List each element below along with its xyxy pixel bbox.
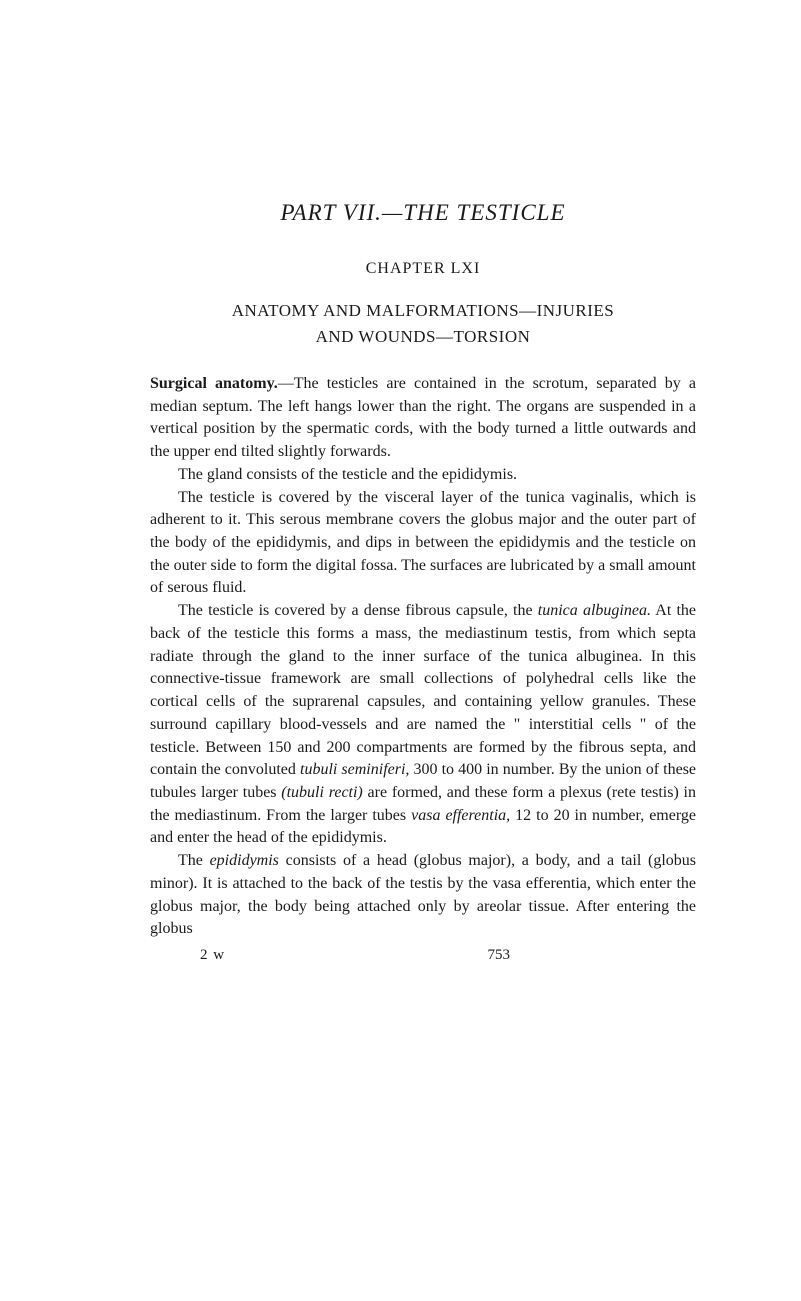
para4-italic1: tunica albuginea.: [538, 602, 651, 619]
paragraph-5: The epididymis consists of a head (globu…: [150, 850, 696, 941]
para5-a: The: [178, 852, 210, 869]
paragraph-2: The gland consists of the testicle and t…: [150, 464, 696, 487]
para4-italic4: vasa efferentia,: [411, 807, 510, 824]
footer-signature: 2 w: [200, 945, 225, 966]
chapter-label: CHAPTER LXI: [150, 260, 696, 278]
paragraph-1: Surgical anatomy.—The testicles are cont…: [150, 373, 696, 464]
page-container: PART VII.—THE TESTICLE CHAPTER LXI ANATO…: [0, 0, 801, 1026]
para4-italic3: (tubuli recti): [281, 784, 362, 801]
chapter-title: ANATOMY AND MALFORMATIONS—INJURIES AND W…: [150, 298, 696, 349]
chapter-title-line1: ANATOMY AND MALFORMATIONS—INJURIES: [232, 301, 615, 320]
paragraph-3: The testicle is covered by the visceral …: [150, 487, 696, 601]
para4-b: At the back of the testicle this forms a…: [150, 602, 696, 778]
body-text: Surgical anatomy.—The testicles are cont…: [150, 373, 696, 966]
part-title: PART VII.—THE TESTICLE: [150, 200, 696, 226]
page-number: 753: [488, 945, 511, 966]
paragraph-4: The testicle is covered by a dense fibro…: [150, 600, 696, 850]
para4-a: The testicle is covered by a dense fibro…: [178, 602, 538, 619]
page-footer: 2 w 753: [150, 945, 696, 966]
para5-italic1: epididymis: [210, 852, 279, 869]
para4-italic2: tubuli seminiferi,: [300, 761, 409, 778]
para1-lead: Surgical anatomy.: [150, 375, 278, 392]
chapter-title-line2: AND WOUNDS—TORSION: [316, 327, 531, 346]
